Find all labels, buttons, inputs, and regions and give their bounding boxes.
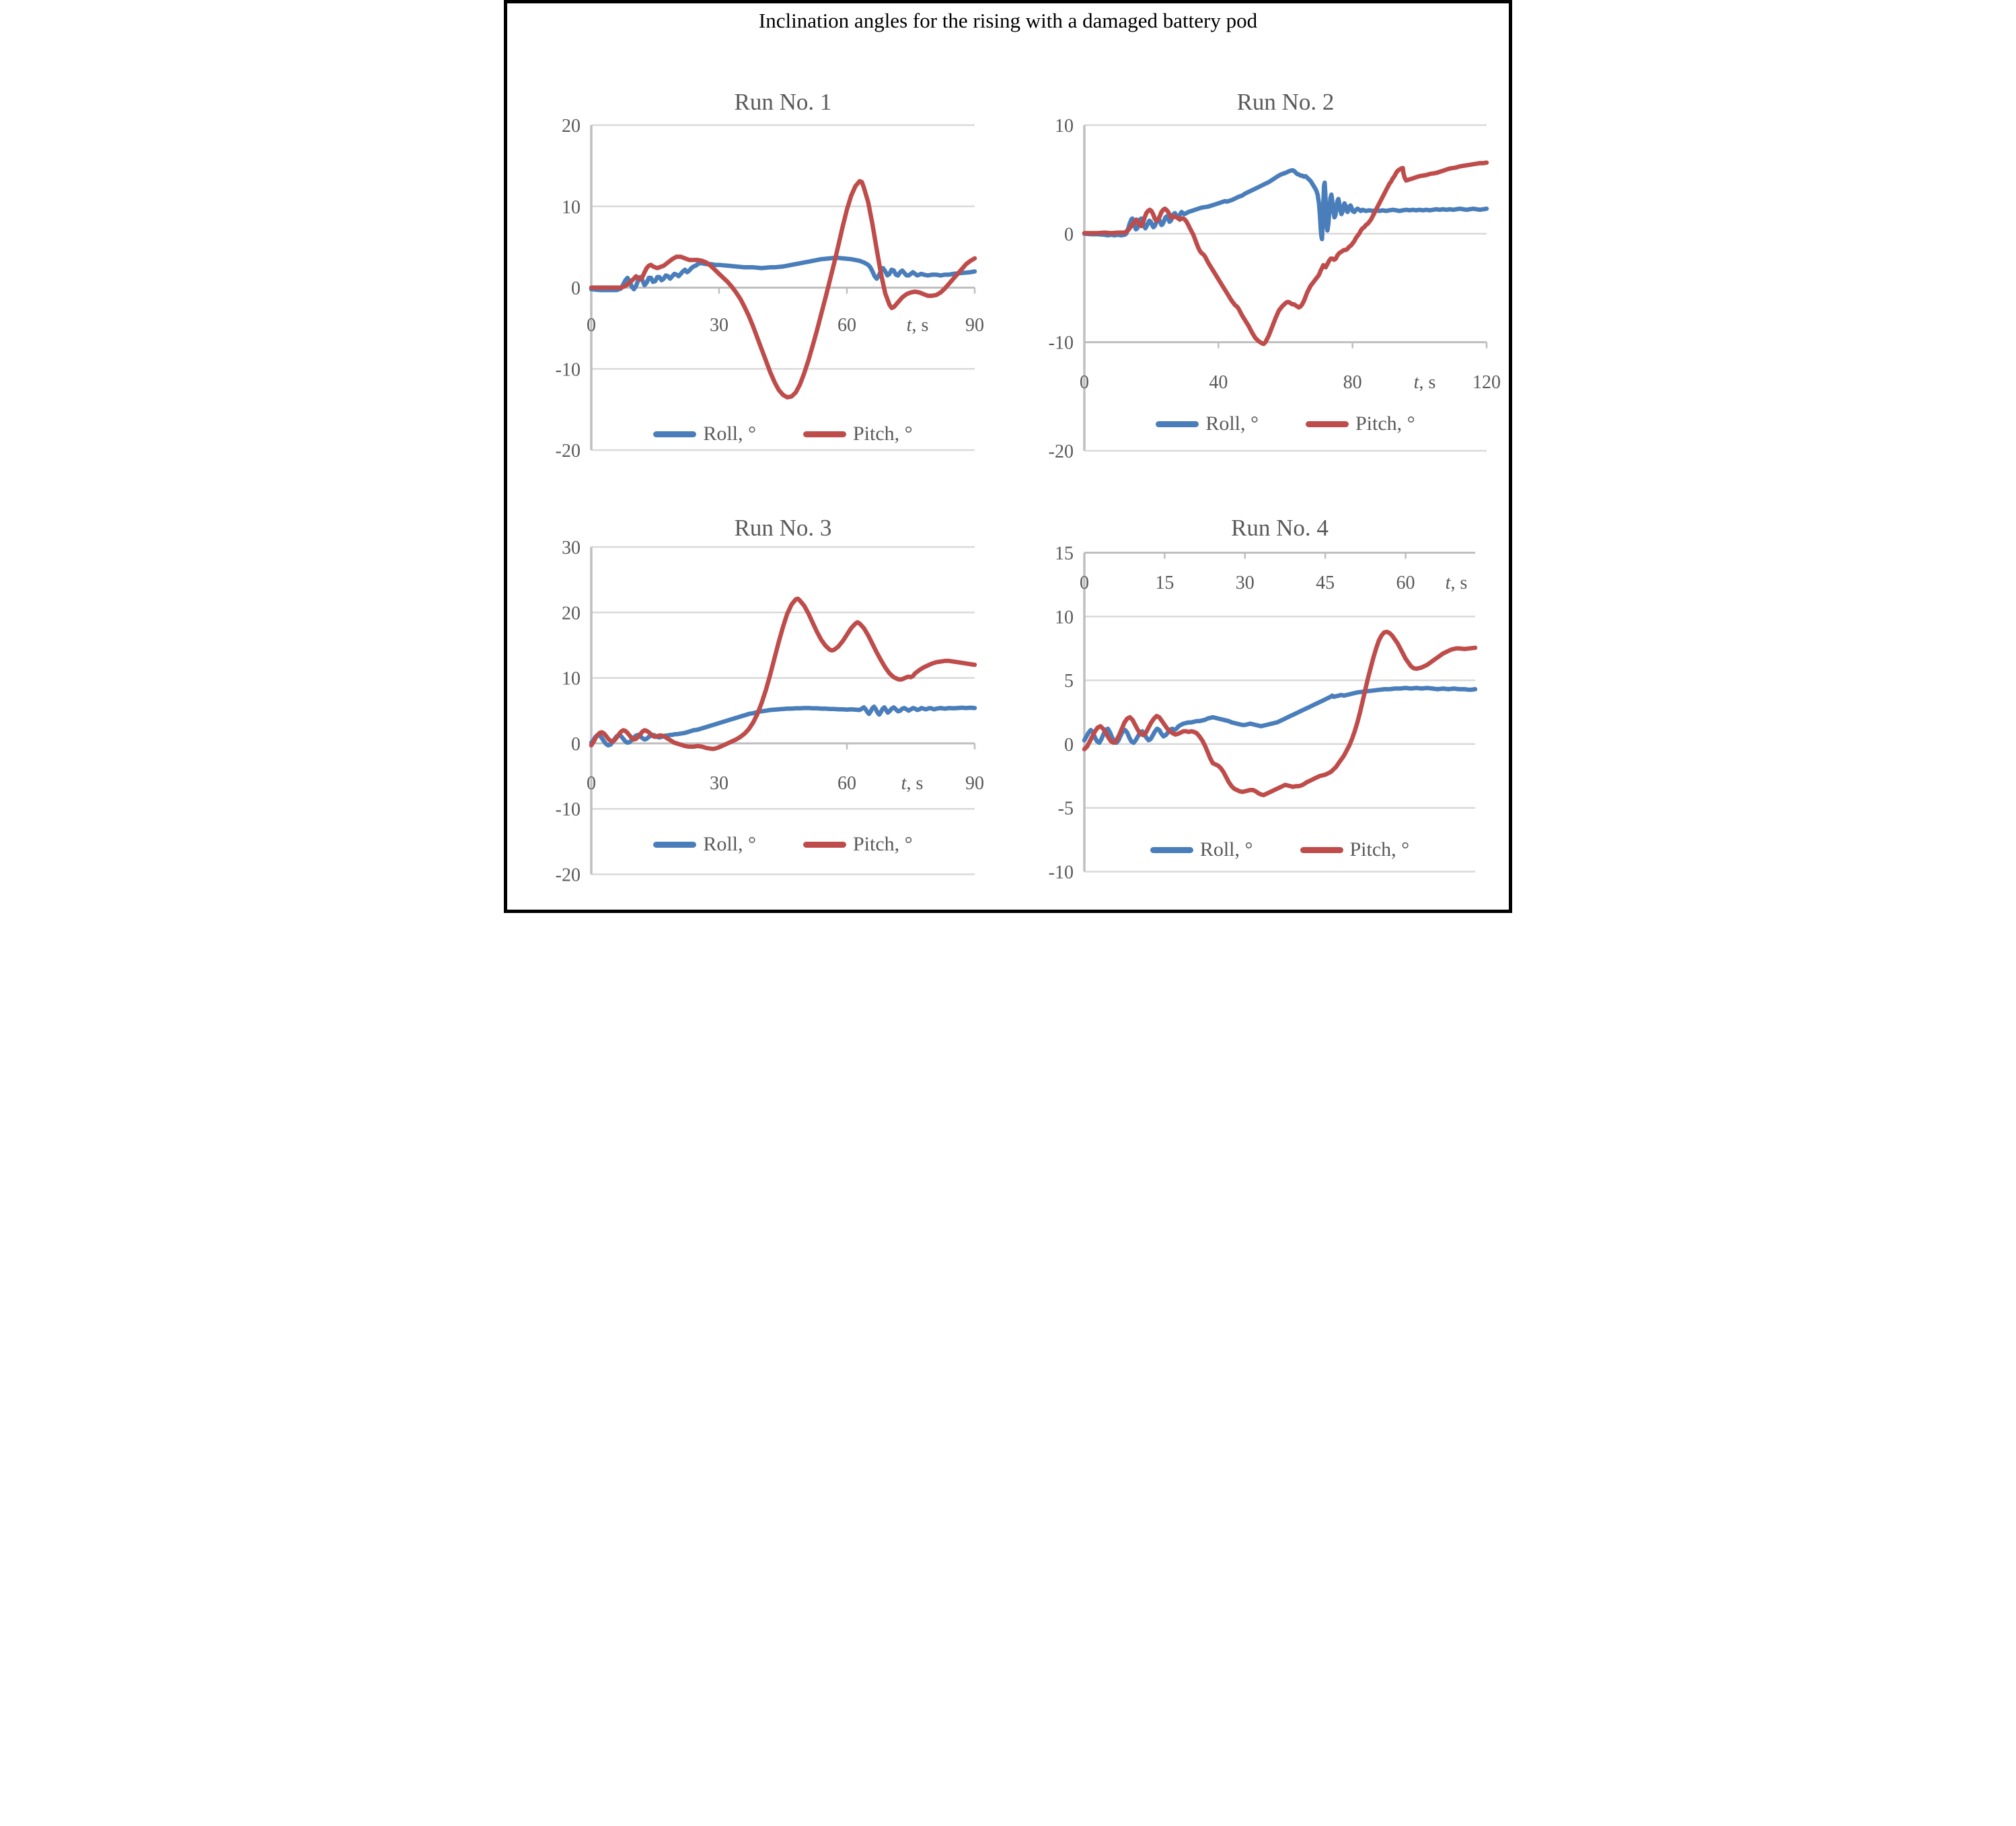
svg-text:0: 0 (1064, 735, 1074, 756)
svg-text:30: 30 (562, 538, 581, 558)
run-1-legend: Roll, ° Pitch, ° (591, 422, 975, 446)
pitch-line-swatch (1300, 846, 1343, 853)
run-4-plot: 15 10 5 0 -5 -10 0 15 30 45 60 t, s (1049, 544, 1478, 883)
svg-text:10: 10 (1055, 116, 1074, 137)
svg-text:10: 10 (562, 669, 581, 690)
pitch-legend-label: Pitch, ° (1355, 412, 1415, 435)
svg-text:0: 0 (1080, 372, 1089, 393)
legend-item-roll: Roll, ° (1150, 838, 1253, 861)
svg-text:120: 120 (1472, 372, 1501, 393)
svg-text:40: 40 (1209, 372, 1228, 393)
svg-text:80: 80 (1343, 372, 1362, 393)
svg-text:0: 0 (571, 734, 581, 755)
svg-text:15: 15 (1155, 573, 1174, 593)
pitch-line-swatch (803, 431, 846, 437)
svg-text:t, s: t, s (1414, 372, 1436, 393)
svg-text:20: 20 (562, 603, 581, 624)
chart-run-4: 15 10 5 0 -5 -10 0 15 30 45 60 t, s Run No. 4 Roll,… (1028, 462, 1509, 910)
svg-text:45: 45 (1316, 573, 1335, 593)
svg-text:30: 30 (710, 773, 729, 794)
run-2-plot: 10 0 -10 -20 0 40 80 120 t, s (1049, 116, 1501, 462)
svg-text:-10: -10 (556, 359, 581, 380)
run-3-plot: 30 20 10 0 -10 -20 0 30 60 90 t, s (556, 538, 984, 886)
pitch-line-swatch (803, 841, 846, 848)
svg-text:-20: -20 (556, 865, 581, 886)
roll-legend-label: Roll, ° (703, 423, 756, 445)
figure-title: Inclination angles for the rising with a… (758, 9, 1258, 32)
chart-run-2: 10 0 -10 -20 0 40 80 120 t, s Run No. 2 Roll, ° … (1028, 37, 1509, 488)
pitch-legend-label: Pitch, ° (853, 833, 913, 855)
svg-text:-5: -5 (1058, 799, 1074, 819)
roll-legend-label: Roll, ° (1199, 838, 1253, 861)
run-3-legend: Roll, ° Pitch, ° (591, 832, 975, 856)
run-2-title: Run No. 2 (1236, 89, 1335, 115)
pitch-legend-label: Pitch, ° (1349, 838, 1410, 861)
svg-text:-10: -10 (1049, 863, 1074, 883)
roll-legend-label: Roll, ° (1205, 412, 1259, 435)
svg-text:-20: -20 (556, 441, 581, 462)
svg-text:0: 0 (587, 315, 596, 336)
run-3-title: Run No. 3 (734, 515, 832, 541)
run-4-legend: Roll, ° Pitch, ° (1084, 838, 1475, 862)
svg-text:10: 10 (562, 197, 581, 218)
legend-item-roll: Roll, ° (653, 423, 756, 445)
svg-text:-20: -20 (1049, 441, 1074, 462)
svg-text:90: 90 (965, 773, 984, 794)
roll-line-swatch (653, 841, 697, 848)
run-4-title: Run No. 4 (1231, 515, 1329, 541)
svg-text:15: 15 (1055, 544, 1074, 564)
svg-text:5: 5 (1064, 671, 1074, 692)
roll-line-swatch (1150, 846, 1193, 853)
svg-text:0: 0 (571, 279, 581, 299)
svg-text:90: 90 (965, 315, 984, 336)
svg-text:0: 0 (587, 773, 596, 794)
svg-text:t, s: t, s (907, 315, 929, 336)
pitch-line-swatch (1306, 421, 1349, 427)
run-2-legend: Roll, ° Pitch, ° (1084, 412, 1487, 436)
legend-item-pitch: Pitch, ° (1306, 412, 1415, 435)
svg-text:60: 60 (837, 315, 856, 336)
svg-text:-10: -10 (1049, 333, 1074, 354)
pitch-legend-label: Pitch, ° (853, 423, 913, 445)
svg-text:30: 30 (710, 315, 729, 336)
run-1-title: Run No. 1 (734, 89, 832, 115)
chart-run-3: 30 20 10 0 -10 -20 0 30 60 90 t, s Run No. 3 Roll,… (524, 462, 1008, 910)
svg-text:20: 20 (562, 116, 581, 137)
roll-line-swatch (653, 431, 697, 437)
svg-text:-10: -10 (556, 799, 581, 820)
svg-text:60: 60 (837, 773, 856, 794)
roll-legend-label: Roll, ° (703, 833, 756, 855)
svg-text:60: 60 (1396, 573, 1415, 593)
svg-text:t, s: t, s (1446, 573, 1468, 593)
legend-item-pitch: Pitch, ° (803, 833, 913, 856)
figure-frame: Inclination angles for the rising with a… (504, 0, 1512, 913)
svg-text:t, s: t, s (901, 773, 924, 794)
legend-item-pitch: Pitch, ° (803, 423, 913, 445)
svg-text:0: 0 (1080, 573, 1089, 593)
svg-text:30: 30 (1236, 573, 1255, 593)
chart-run-1: 20 10 0 -10 -20 0 30 60 90 t, s Run No. 1 Roll, °… (524, 37, 1008, 488)
legend-item-roll: Roll, ° (1156, 412, 1259, 435)
legend-item-roll: Roll, ° (653, 833, 756, 856)
svg-text:10: 10 (1055, 607, 1074, 628)
legend-item-pitch: Pitch, ° (1300, 838, 1410, 861)
roll-line-swatch (1156, 421, 1199, 427)
run-1-plot: 20 10 0 -10 -20 0 30 60 90 t, s (556, 116, 984, 462)
svg-text:0: 0 (1064, 224, 1074, 245)
